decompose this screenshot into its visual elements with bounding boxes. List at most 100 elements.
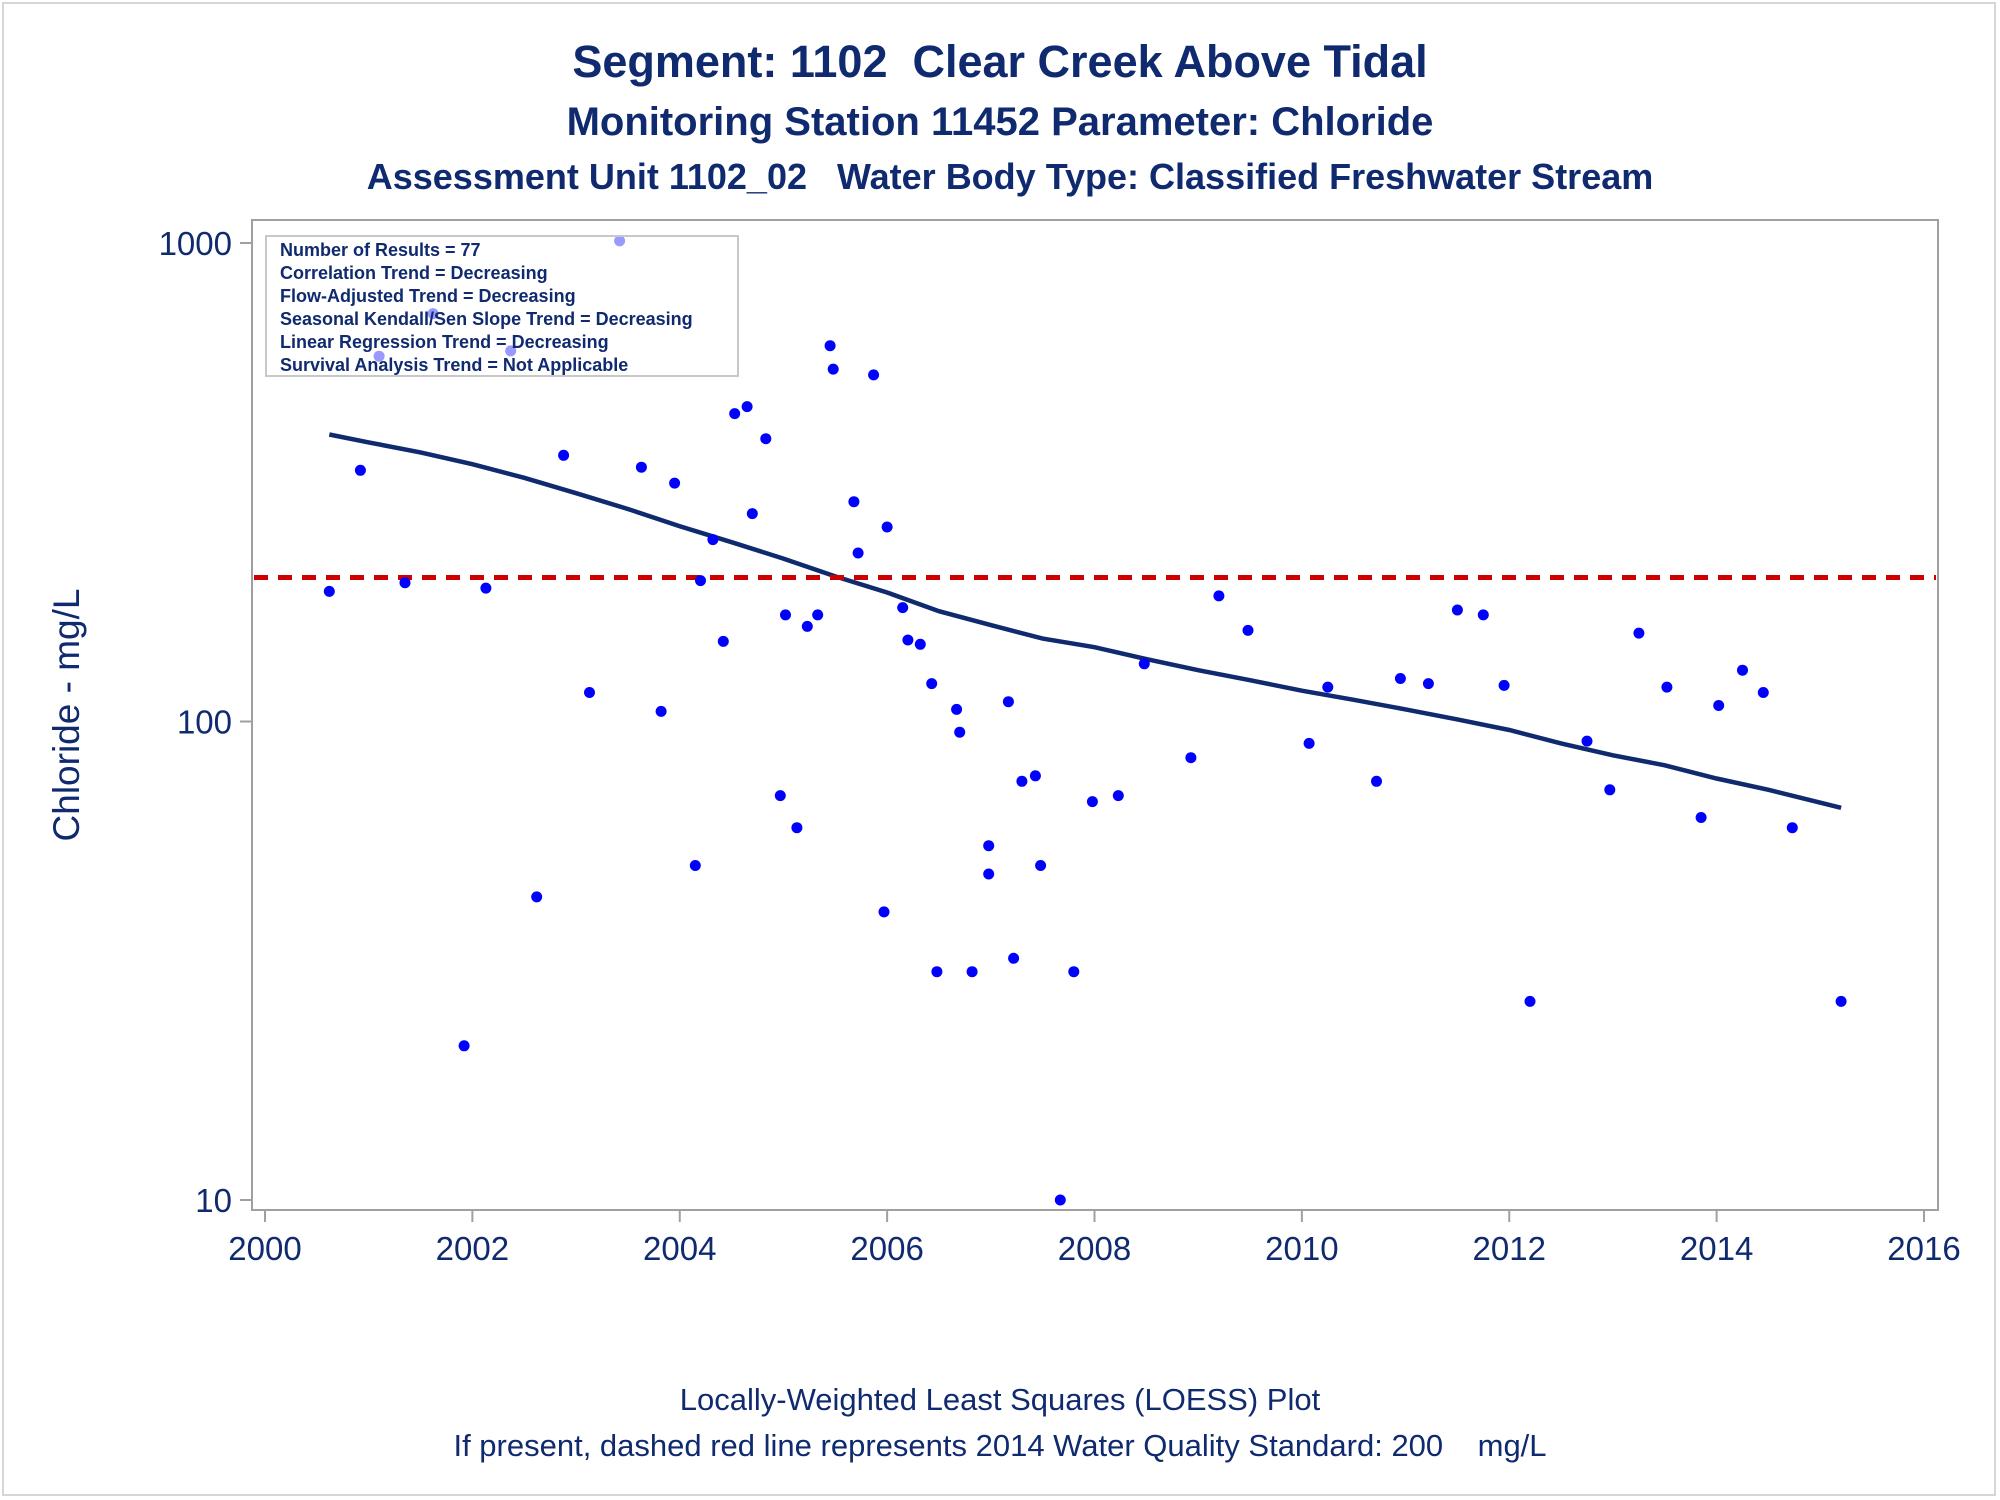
data-point [801, 620, 813, 632]
data-point [1029, 770, 1041, 782]
data-point [480, 582, 492, 594]
data-point [1008, 952, 1020, 964]
data-point [1035, 860, 1047, 871]
data-point [1322, 681, 1334, 693]
x-tick-label: 2004 [643, 1230, 716, 1267]
data-point [1016, 775, 1028, 787]
data-point [983, 840, 995, 852]
data-point [1054, 1194, 1066, 1206]
data-point [531, 891, 543, 903]
data-point [852, 547, 864, 559]
data-point [1068, 966, 1080, 978]
data-point [1604, 784, 1616, 796]
data-point [729, 408, 741, 420]
data-point [983, 868, 995, 880]
stats-line: Seasonal Kendall/Sen Slope Trend = Decre… [280, 309, 693, 329]
data-point [1524, 995, 1536, 1007]
y-tick-label: 10 [195, 1182, 232, 1219]
data-point [584, 687, 595, 698]
data-point [1786, 822, 1798, 834]
data-point [780, 609, 791, 621]
stats-line: Number of Results = 77 [280, 240, 481, 260]
data-point [1633, 627, 1645, 639]
data-point [1371, 775, 1382, 787]
data-point [323, 585, 335, 597]
data-point [914, 638, 926, 650]
data-point [741, 401, 753, 413]
chart-subtitle-2: Assessment Unit 1102_02 Water Body Type:… [366, 156, 1654, 197]
stats-line: Survival Analysis Trend = Not Applicable [280, 355, 628, 375]
data-point [1185, 752, 1197, 764]
y-tick-label: 100 [177, 704, 232, 741]
data-point [897, 602, 909, 614]
x-tick-label: 2008 [1058, 1230, 1131, 1267]
data-point [774, 790, 786, 802]
data-point [878, 906, 890, 918]
data-point [1737, 664, 1748, 676]
data-point [707, 534, 719, 546]
data-point [1002, 696, 1014, 708]
chart-subtitle: Monitoring Station 11452 Parameter: Chlo… [566, 100, 1434, 144]
chart-title: Segment: 1102 Clear Creek Above Tidal [572, 36, 1428, 87]
y-axis-label: Chloride - mg/L [46, 589, 87, 842]
data-point [1451, 604, 1463, 616]
data-point [1498, 679, 1510, 691]
data-point [1213, 590, 1225, 602]
data-point [1661, 681, 1673, 693]
x-tick-label: 2000 [228, 1230, 301, 1267]
data-point [717, 635, 729, 647]
stats-line: Flow-Adjusted Trend = Decreasing [280, 286, 576, 306]
data-point [1422, 678, 1434, 690]
data-point [760, 433, 772, 445]
x-tick-label: 2006 [850, 1230, 923, 1267]
data-point [558, 449, 570, 461]
loess-trend-line [328, 432, 1842, 810]
data-point [926, 678, 938, 690]
data-point [655, 705, 667, 717]
data-point [966, 966, 978, 978]
data-point [689, 860, 701, 871]
data-point [1303, 737, 1315, 749]
x-tick-label: 2016 [1887, 1230, 1960, 1267]
data-point [1757, 687, 1769, 698]
data-point [812, 609, 824, 621]
data-point [1112, 790, 1124, 802]
x-tick-label: 2012 [1473, 1230, 1546, 1267]
stats-line: Correlation Trend = Decreasing [280, 263, 548, 283]
data-point [1581, 735, 1593, 747]
data-point [868, 369, 880, 381]
data-point [951, 703, 963, 715]
data-point [791, 822, 803, 834]
data-point [1138, 658, 1150, 670]
data-point [824, 340, 836, 352]
data-point [902, 634, 914, 646]
data-point [669, 477, 681, 489]
data-point [1713, 700, 1725, 711]
data-point [458, 1040, 470, 1052]
data-point [1086, 796, 1098, 808]
data-point [635, 461, 647, 473]
data-point [848, 496, 860, 508]
data-point [399, 577, 411, 589]
x-tick-label: 2014 [1680, 1230, 1753, 1267]
data-point [1695, 812, 1707, 823]
data-point [1394, 673, 1406, 684]
stats-line: Linear Regression Trend = Decreasing [280, 332, 609, 352]
data-point [931, 966, 943, 978]
data-point [695, 575, 706, 587]
data-point [954, 726, 966, 738]
data-point [1242, 624, 1254, 636]
y-tick-label: 1000 [159, 225, 232, 262]
data-point [827, 363, 839, 375]
stats-box [265, 235, 739, 377]
data-point [881, 521, 893, 533]
data-point [746, 508, 758, 520]
data-point [354, 464, 366, 476]
footnote-standard: If present, dashed red line represents 2… [453, 1428, 1547, 1463]
data-point [1477, 609, 1489, 621]
x-tick-label: 2010 [1265, 1230, 1338, 1267]
x-tick-label: 2002 [436, 1230, 509, 1267]
data-point [1835, 995, 1847, 1007]
